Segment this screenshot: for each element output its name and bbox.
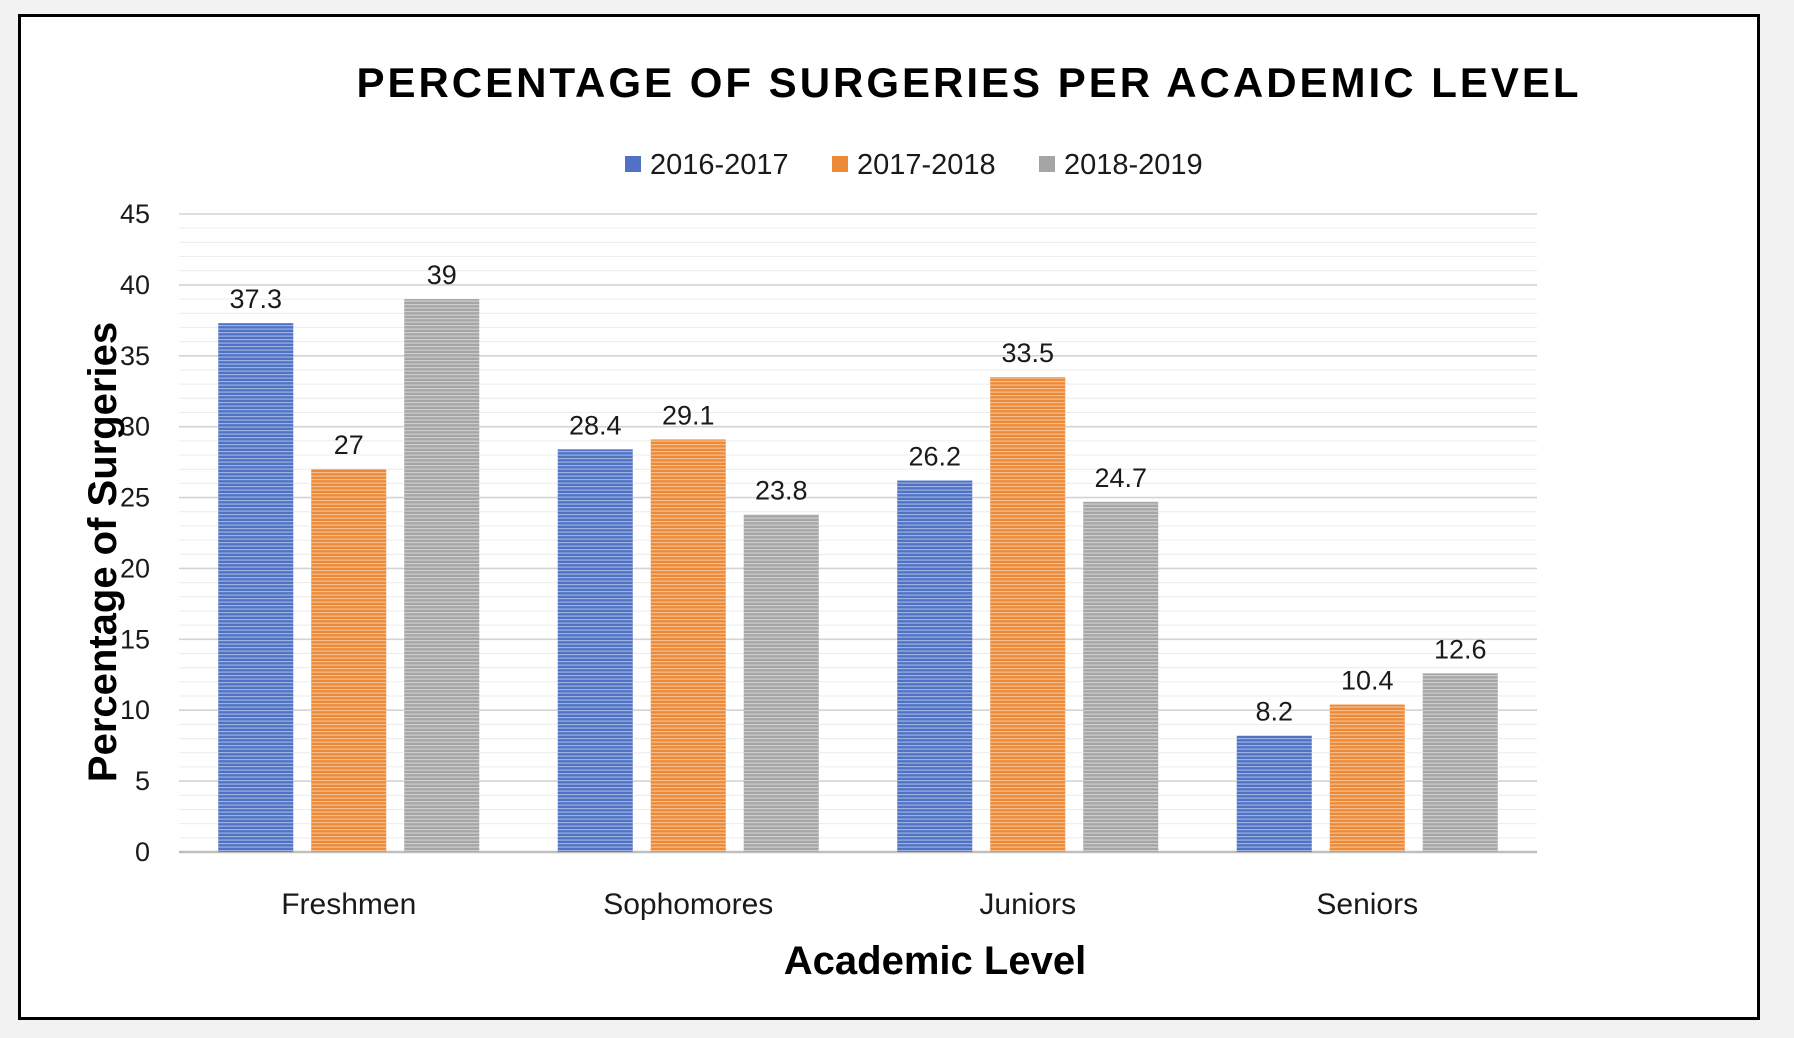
bars [218,299,1498,853]
legend: 2016-2017 2017-2018 2018-2019 [625,149,1203,181]
bar-texture [557,449,633,852]
bar-texture [311,469,387,852]
legend-swatch [1039,156,1055,172]
bar-chart: PERCENTAGE OF SURGERIES PER ACADEMIC LEV… [81,59,1581,983]
bar-texture [1083,501,1159,852]
x-category-label: Seniors [1316,888,1418,921]
data-label: 33.5 [1001,338,1054,368]
data-label: 39 [427,260,457,290]
legend-swatch [832,156,848,172]
bar-texture [1422,673,1498,852]
chart-frame: PERCENTAGE OF SURGERIES PER ACADEMIC LEV… [18,14,1760,1020]
data-label: 10.4 [1341,666,1394,696]
y-tick-label: 0 [135,837,150,867]
data-label: 24.7 [1094,463,1147,493]
y-tick-label: 35 [120,341,150,371]
bar-texture [218,323,294,852]
bar-texture [897,480,973,852]
bar-texture [1236,735,1312,852]
y-tick-label: 5 [135,766,150,796]
x-axis-categories: Freshmen Sophomores Juniors Seniors [281,888,1418,921]
bar-texture [743,514,819,852]
y-tick-label: 20 [120,553,150,583]
data-label: 28.4 [569,410,622,440]
data-label: 12.6 [1434,634,1487,664]
x-category-label: Sophomores [603,888,773,921]
data-label: 26.2 [908,442,961,472]
legend-swatch [625,156,641,172]
data-label: 23.8 [755,476,808,506]
bar-texture [650,439,726,852]
x-axis-title: Academic Level [784,939,1086,983]
data-labels: 37.3 27 39 28.4 29.1 23.8 26.2 33.5 24.7 8.2 10.4 1… [229,260,1486,727]
data-label: 29.1 [662,400,715,430]
y-tick-label: 25 [120,483,150,513]
bar-texture [990,377,1066,852]
legend-label: 2018-2019 [1064,149,1203,181]
y-tick-label: 30 [120,412,150,442]
data-label: 8.2 [1255,697,1293,727]
y-tick-label: 40 [120,270,150,300]
x-category-label: Juniors [979,888,1076,921]
y-tick-label: 10 [120,695,150,725]
bar-texture [1329,704,1405,852]
legend-label: 2016-2017 [650,149,789,181]
y-tick-label: 45 [120,199,150,229]
y-axis-title: Percentage of Surgeries [81,322,125,782]
bar-texture [404,299,480,853]
y-tick-label: 15 [120,624,150,654]
legend-label: 2017-2018 [857,149,996,181]
chart-title: PERCENTAGE OF SURGERIES PER ACADEMIC LEV… [356,59,1581,106]
data-label: 37.3 [229,284,282,314]
x-category-label: Freshmen [281,888,416,921]
y-axis-ticks: 0 5 10 15 20 25 30 35 40 45 [120,199,150,867]
data-label: 27 [334,430,364,460]
